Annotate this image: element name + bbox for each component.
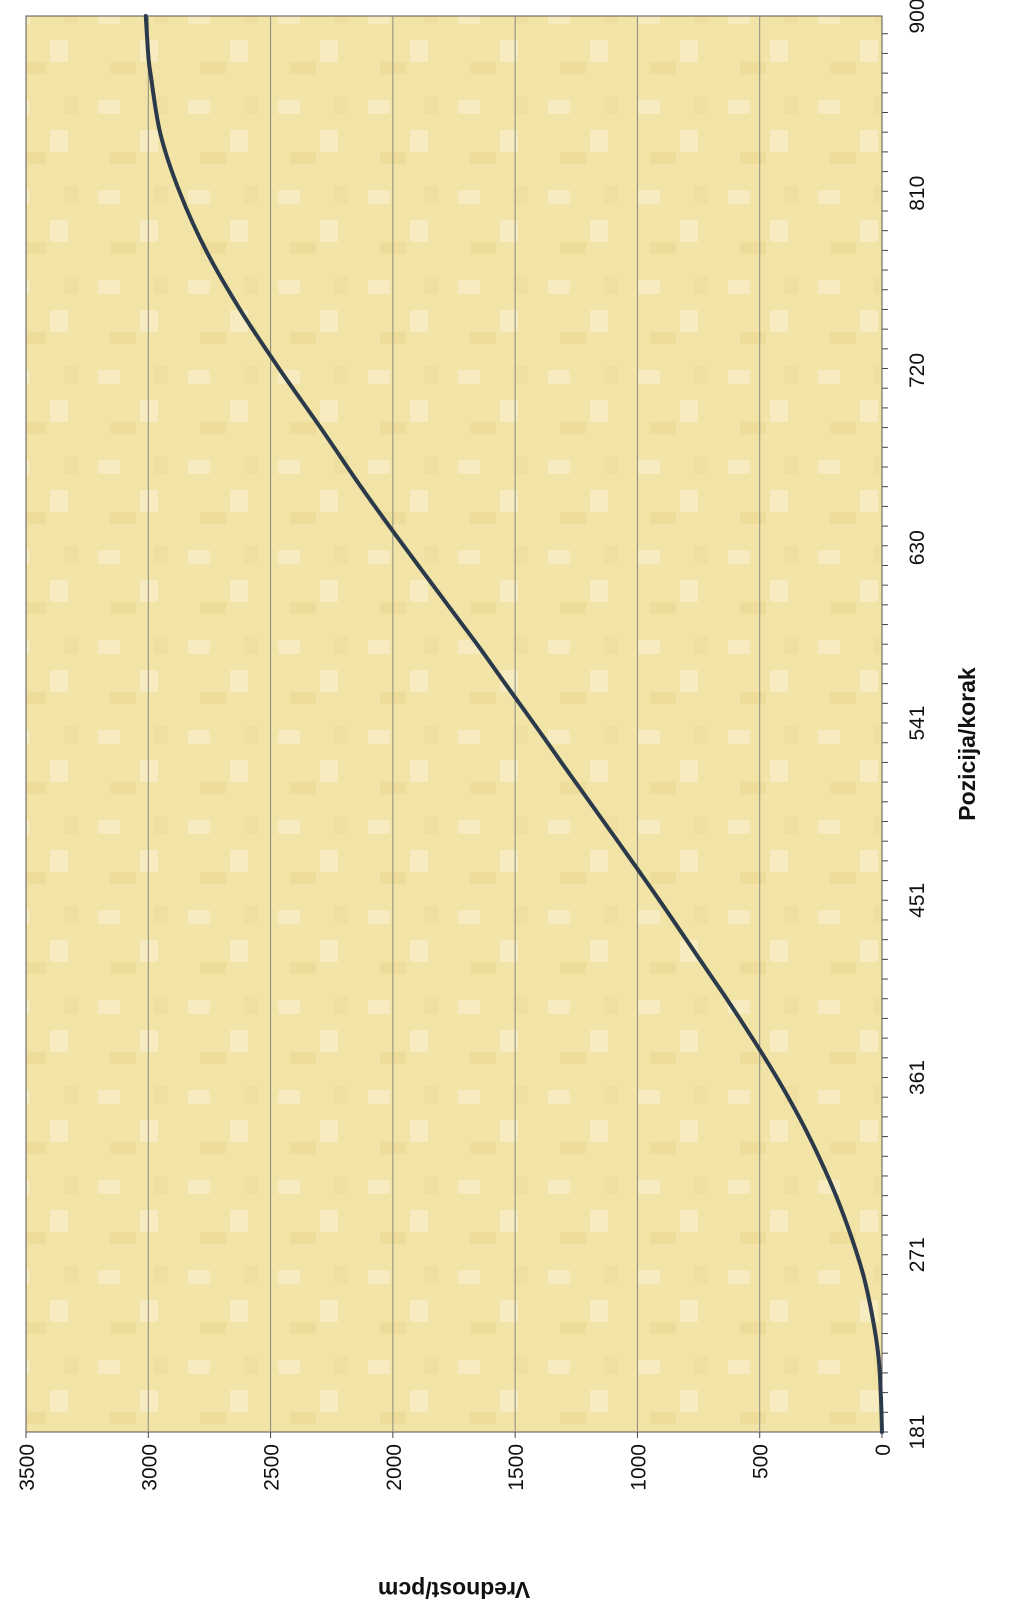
y-tick-label: 0 <box>872 1444 895 1456</box>
x-tick-labels: 181 271 361 451 541 630 720 810 900 <box>906 0 929 1450</box>
x-tick-label: 181 <box>906 1414 929 1449</box>
x-tick-label: 271 <box>906 1237 929 1272</box>
x-tick-label: 451 <box>906 883 929 918</box>
y-tick-label: 500 <box>750 1444 773 1479</box>
x-axis-title: Pozicija/korak <box>954 667 980 821</box>
y-tick-label: 3000 <box>138 1444 161 1491</box>
y-tick-label: 3500 <box>16 1444 39 1491</box>
x-tick-label: 361 <box>906 1060 929 1095</box>
gridlines <box>147 16 761 1432</box>
y-tick-label: 1000 <box>627 1444 650 1491</box>
x-tick-label: 630 <box>906 530 929 565</box>
series-layer <box>143 14 884 1434</box>
y-tick-label: 2500 <box>261 1444 284 1491</box>
y-axis-title: Vrednost/pcm <box>378 1577 530 1603</box>
plot-area <box>25 15 883 1433</box>
y-tick-label: 1500 <box>505 1444 528 1491</box>
x-tick-label: 541 <box>906 705 929 740</box>
y-tick-label: 2000 <box>383 1444 406 1491</box>
axis-ticks <box>25 33 888 1438</box>
x-tick-label: 720 <box>906 353 929 388</box>
x-tick-label: 810 <box>906 176 929 211</box>
x-tick-label: 900 <box>906 0 929 34</box>
y-tick-labels: 0 500 1000 1500 2000 2500 3000 3500 <box>16 1444 895 1491</box>
series-line <box>143 14 884 1434</box>
